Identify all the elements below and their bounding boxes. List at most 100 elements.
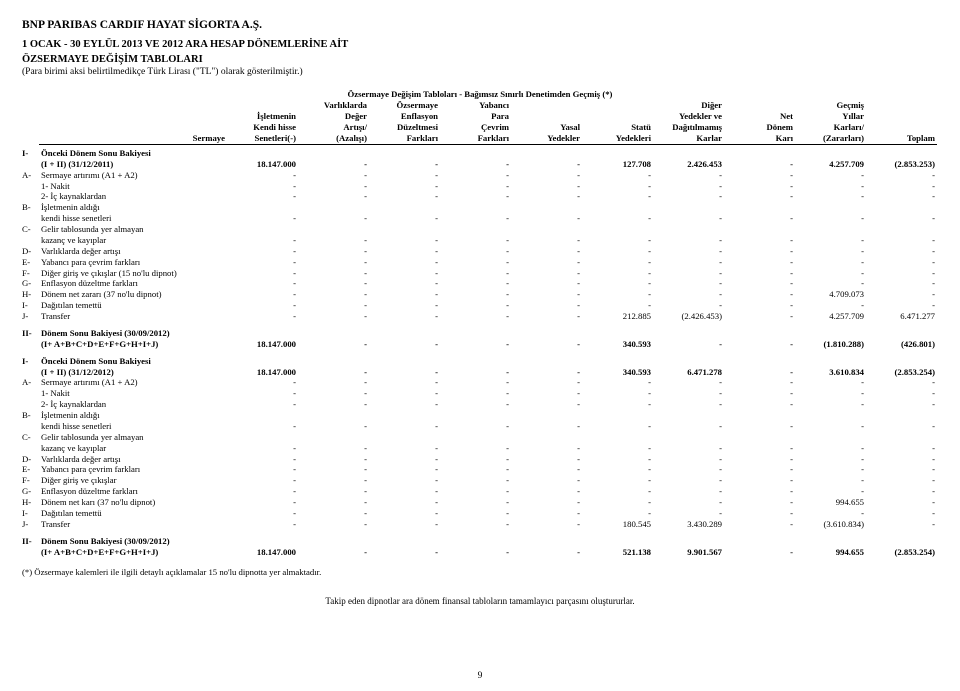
table-row: (I + II) (31/12/2011)18.147.000----127.7… [22, 159, 960, 170]
cell: - [298, 454, 369, 465]
cell [795, 328, 866, 339]
table-row: E-Yabancı para çevrim farkları----------… [22, 464, 960, 475]
col-header [866, 100, 937, 111]
cell: - [440, 235, 511, 246]
cell: - [937, 170, 960, 181]
cell: - [582, 421, 653, 432]
cell: - [227, 268, 298, 279]
cell: - [724, 311, 795, 322]
cell: - [582, 454, 653, 465]
col-header [582, 111, 653, 122]
cell: - [440, 547, 511, 558]
cell [866, 410, 937, 421]
cell: - [866, 246, 937, 257]
cell: - [227, 311, 298, 322]
cell: - [227, 300, 298, 311]
cell: - [795, 443, 866, 454]
row-label: Yabancı para çevrim farkları [39, 464, 227, 475]
cell: - [369, 399, 440, 410]
cell: - [511, 213, 582, 224]
row-label: (I+ A+B+C+D+E+F+G+H+I+J) [39, 339, 227, 350]
cell [866, 328, 937, 339]
cell [440, 432, 511, 443]
cell: - [724, 519, 795, 530]
cell: - [298, 497, 369, 508]
cell: 18.147.000 [227, 547, 298, 558]
cell: - [724, 547, 795, 558]
cell [582, 224, 653, 235]
cell [298, 328, 369, 339]
table-row: 2- İç kaynaklardan----------- [22, 399, 960, 410]
row-label: Diğer giriş ve çıkışlar [39, 475, 227, 486]
cell: 4.257.709 [795, 159, 866, 170]
col-header: Artışı/ [298, 122, 369, 133]
cell [369, 328, 440, 339]
row-label: (I+ A+B+C+D+E+F+G+H+I+J) [39, 547, 227, 558]
cell: - [511, 399, 582, 410]
cell [653, 536, 724, 547]
cell [653, 432, 724, 443]
cell: 9.901.567 [653, 547, 724, 558]
table-row: H-Dönem net zararı (37 no'lu dipnot)----… [22, 289, 960, 300]
cell: - [653, 339, 724, 350]
cell [582, 536, 653, 547]
table-row: 2- İç kaynaklardan----------- [22, 191, 960, 202]
cell [440, 328, 511, 339]
cell: - [369, 377, 440, 388]
cell [298, 432, 369, 443]
cell: - [511, 246, 582, 257]
cell: - [369, 519, 440, 530]
table-row: F-Diğer giriş ve çıkışlar (15 no'lu dipn… [22, 268, 960, 279]
cell: - [227, 181, 298, 192]
cell: - [937, 278, 960, 289]
row-label: Enflasyon düzeltme farkları [39, 486, 227, 497]
cell: - [582, 399, 653, 410]
cell: - [866, 191, 937, 202]
table-row: H-Dönem net karı (37 no'lu dipnot)------… [22, 497, 960, 508]
cell [866, 224, 937, 235]
col-header: Çevrim [440, 122, 511, 133]
cell: 26.814.690 [937, 339, 960, 350]
cell: - [582, 464, 653, 475]
cell: 26.715.295 [937, 547, 960, 558]
cell: - [369, 235, 440, 246]
cell: - [866, 289, 937, 300]
cell: - [724, 257, 795, 268]
cell: - [653, 246, 724, 257]
cell: - [866, 464, 937, 475]
cell: - [582, 268, 653, 279]
cell: - [724, 278, 795, 289]
cell: - [227, 464, 298, 475]
cell [582, 148, 653, 159]
cell: - [440, 159, 511, 170]
cell: - [653, 268, 724, 279]
cell: - [369, 339, 440, 350]
cell: - [866, 300, 937, 311]
cell: - [937, 235, 960, 246]
cell: - [795, 268, 866, 279]
cell: - [511, 377, 582, 388]
table-row: kendi hisse senetleri----------- [22, 213, 960, 224]
cell: - [298, 268, 369, 279]
cell: - [298, 475, 369, 486]
col-header: Toplam [866, 133, 937, 144]
cell: - [795, 454, 866, 465]
cell: - [795, 377, 866, 388]
cell: - [440, 257, 511, 268]
cell: - [369, 464, 440, 475]
cell: - [369, 443, 440, 454]
cell: - [582, 497, 653, 508]
cell: - [653, 388, 724, 399]
cell: - [653, 443, 724, 454]
col-header [511, 100, 582, 111]
cell: - [582, 246, 653, 257]
row-label: Sermaye artırımı (A1 + A2) [39, 170, 227, 181]
cell [653, 410, 724, 421]
cell: - [582, 181, 653, 192]
cell: - [298, 300, 369, 311]
col-header: Yasal [511, 122, 582, 133]
heading-1: 1 OCAK - 30 EYLÜL 2013 VE 2012 ARA HESAP… [22, 38, 938, 51]
cell: - [511, 278, 582, 289]
cell: - [866, 508, 937, 519]
cell: - [298, 246, 369, 257]
